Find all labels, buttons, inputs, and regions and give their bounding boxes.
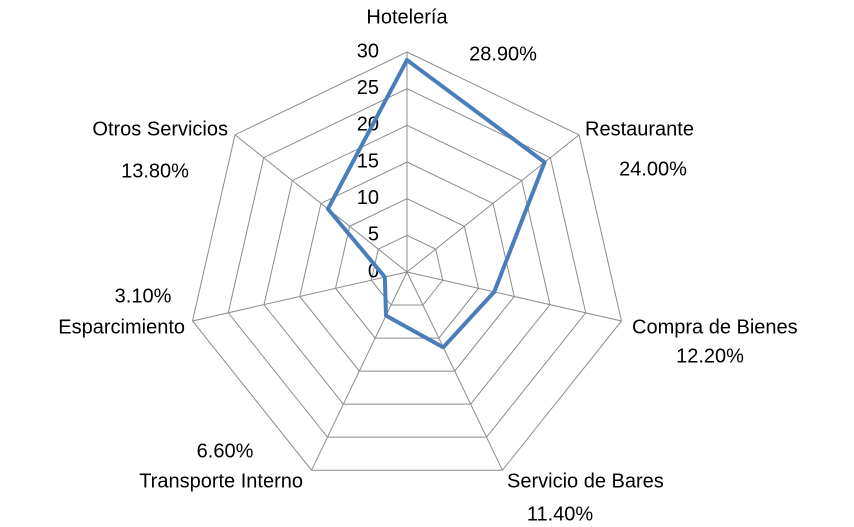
grid-ring <box>263 124 551 405</box>
spoke <box>406 134 580 273</box>
category-label: Otros Servicios <box>92 118 228 140</box>
value-label: 11.40% <box>527 503 594 525</box>
spoke <box>311 271 408 471</box>
value-label: 28.90% <box>469 43 537 65</box>
category-label: Compra de Bienes <box>632 316 798 338</box>
category-label: Restaurante <box>585 118 694 140</box>
category-label: Hotelería <box>366 6 448 28</box>
category-label: Esparcimiento <box>58 316 185 338</box>
value-label: 24.00% <box>619 158 687 180</box>
r-tick-label: 30 <box>357 40 379 62</box>
value-label: 12.20% <box>676 345 744 367</box>
spoke <box>406 271 503 471</box>
r-tick-label: 25 <box>357 77 379 99</box>
category-label: Transporte Interno <box>139 470 303 492</box>
r-tick-label: 15 <box>357 150 379 172</box>
value-label: 6.60% <box>197 440 254 462</box>
series-line <box>325 58 547 350</box>
r-tick-label: 10 <box>357 187 379 209</box>
spoke <box>192 271 408 322</box>
category-label: Servicio de Bares <box>507 470 664 492</box>
value-label: 13.80% <box>121 160 189 182</box>
grid-ring <box>370 234 444 306</box>
spoke <box>406 271 622 322</box>
spoke <box>234 134 408 273</box>
grid-ring <box>334 198 480 339</box>
grid-ring <box>299 161 515 372</box>
value-label: 3.10% <box>115 285 172 307</box>
grid-ring <box>191 51 623 471</box>
r-tick-label: 0 <box>368 260 379 282</box>
grid-ring <box>227 88 587 438</box>
r-tick-label: 5 <box>368 224 379 246</box>
